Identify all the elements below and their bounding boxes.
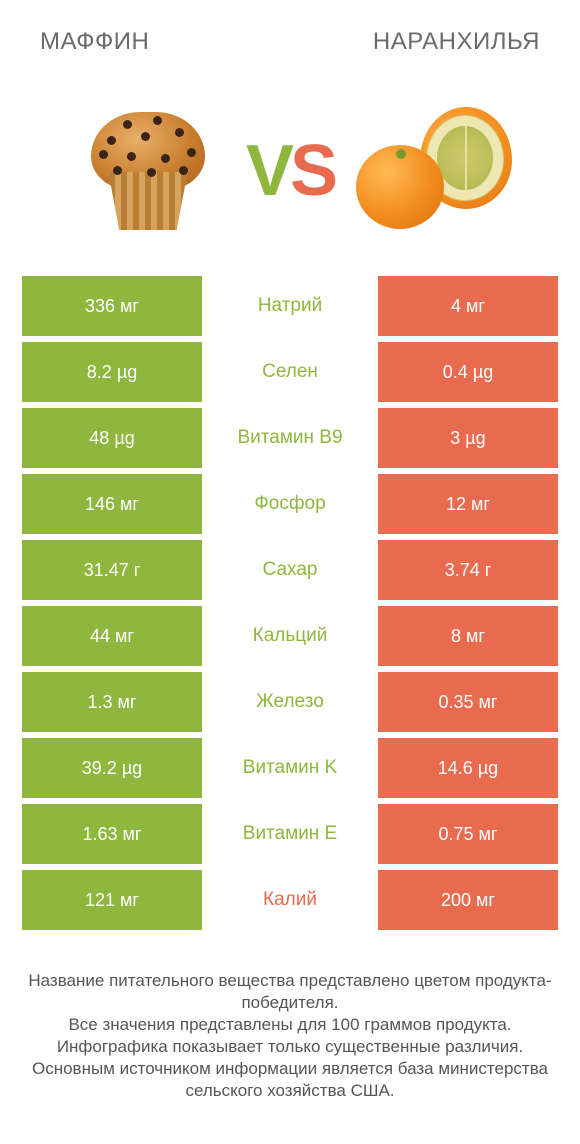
nutrient-label: Витамин K: [202, 738, 378, 798]
footnote: Название питательного вещества представл…: [0, 936, 580, 1103]
value-right: 3.74 г: [378, 540, 558, 600]
table-row: 31.47 гСахар3.74 г: [22, 540, 558, 600]
value-right: 4 мг: [378, 276, 558, 336]
nutrient-label: Фосфор: [202, 474, 378, 534]
vs-v: V: [246, 131, 290, 211]
nutrient-label: Железо: [202, 672, 378, 732]
table-row: 121 мгКалий200 мг: [22, 870, 558, 930]
nutrient-label: Витамин B9: [202, 408, 378, 468]
value-left: 39.2 µg: [22, 738, 202, 798]
value-left: 48 µg: [22, 408, 202, 468]
nutrient-label: Калий: [202, 870, 378, 930]
value-left: 31.47 г: [22, 540, 202, 600]
table-row: 39.2 µgВитамин K14.6 µg: [22, 738, 558, 798]
value-left: 121 мг: [22, 870, 202, 930]
value-right: 0.4 µg: [378, 342, 558, 402]
value-left: 1.63 мг: [22, 804, 202, 864]
nutrient-label: Натрий: [202, 276, 378, 336]
footnote-line: Название питательного вещества представл…: [28, 970, 552, 1014]
table-row: 1.3 мгЖелезо0.35 мг: [22, 672, 558, 732]
header: МАФФИН НАРАНХИЛЬЯ: [0, 0, 580, 56]
footnote-line: Инфографика показывает только существенн…: [28, 1036, 552, 1058]
value-left: 8.2 µg: [22, 342, 202, 402]
value-left: 1.3 мг: [22, 672, 202, 732]
table-row: 8.2 µgСелен0.4 µg: [22, 342, 558, 402]
vs-s: S: [290, 131, 334, 211]
value-right: 3 µg: [378, 408, 558, 468]
value-right: 0.75 мг: [378, 804, 558, 864]
value-right: 14.6 µg: [378, 738, 558, 798]
value-right: 8 мг: [378, 606, 558, 666]
value-left: 44 мг: [22, 606, 202, 666]
value-left: 336 мг: [22, 276, 202, 336]
footnote-line: Все значения представлены для 100 граммо…: [28, 1014, 552, 1036]
muffin-image: [68, 96, 228, 246]
hero: VS: [0, 56, 580, 276]
value-right: 200 мг: [378, 870, 558, 930]
title-right: НАРАНХИЛЬЯ: [373, 28, 540, 56]
nutrient-label: Селен: [202, 342, 378, 402]
table-row: 336 мгНатрий4 мг: [22, 276, 558, 336]
table-row: 146 мгФосфор12 мг: [22, 474, 558, 534]
vs-label: VS: [246, 135, 334, 207]
comparison-table: 336 мгНатрий4 мг8.2 µgСелен0.4 µg48 µgВи…: [0, 276, 580, 930]
nutrient-label: Сахар: [202, 540, 378, 600]
table-row: 44 мгКальций8 мг: [22, 606, 558, 666]
value-left: 146 мг: [22, 474, 202, 534]
value-right: 0.35 мг: [378, 672, 558, 732]
nutrient-label: Кальций: [202, 606, 378, 666]
table-row: 48 µgВитамин B93 µg: [22, 408, 558, 468]
footnote-line: Основным источником информации является …: [28, 1058, 552, 1102]
value-right: 12 мг: [378, 474, 558, 534]
title-left: МАФФИН: [40, 28, 149, 56]
nutrient-label: Витамин E: [202, 804, 378, 864]
table-row: 1.63 мгВитамин E0.75 мг: [22, 804, 558, 864]
naranjilla-image: [352, 96, 512, 246]
